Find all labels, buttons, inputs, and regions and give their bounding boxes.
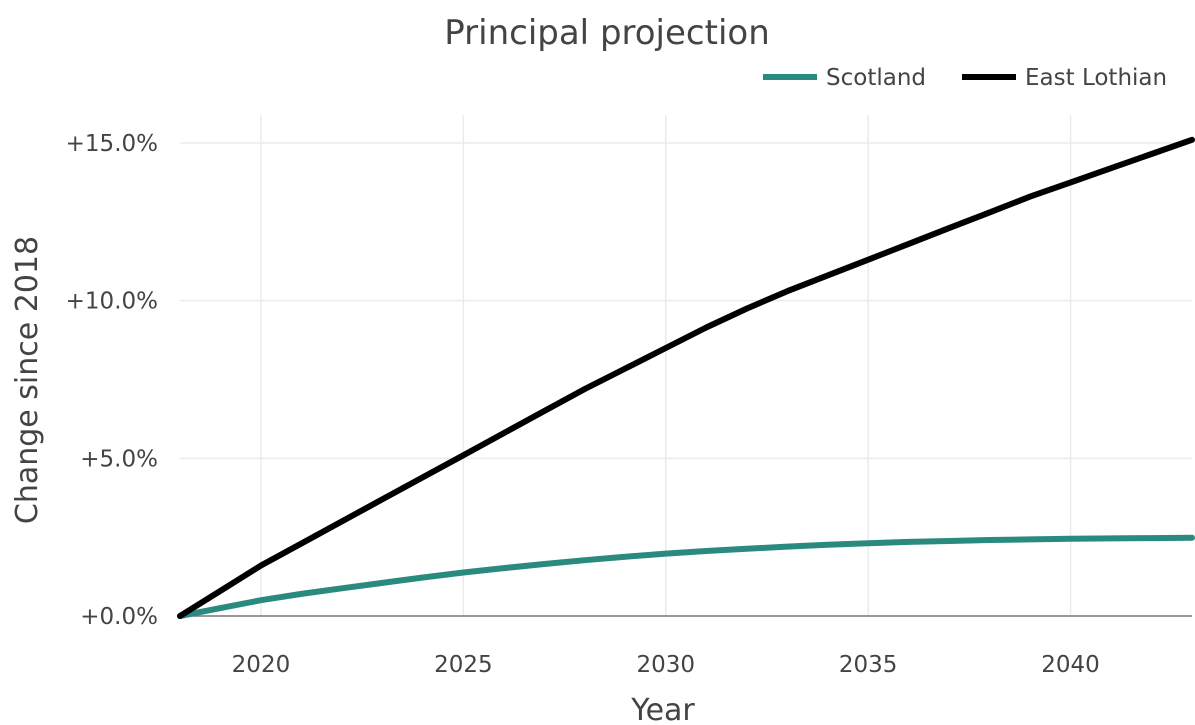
legend-label: Scotland (826, 65, 926, 91)
x-tick-label: 2040 (1041, 652, 1100, 678)
y-tick-label: +5.0% (80, 446, 158, 472)
x-tick-label: 2035 (839, 652, 898, 678)
series-line-east-lothian (177, 136, 1195, 619)
x-tick-label: 2025 (434, 652, 493, 678)
x-tick-label: 2020 (232, 652, 291, 678)
legend: Scotland East Lothian (763, 65, 1167, 91)
x-tick-label: 2030 (636, 652, 695, 678)
series-line-scotland (177, 534, 1195, 619)
y-axis-title: Change since 2018 (10, 236, 45, 524)
legend-item-scotland: Scotland (763, 65, 926, 91)
y-tick-label: +0.0% (80, 604, 158, 630)
series-layer (177, 136, 1195, 619)
y-tick-label: +10.0% (66, 289, 158, 315)
legend-label: East Lothian (1025, 65, 1167, 91)
chart-title: Principal projection (444, 13, 770, 53)
legend-item-east-lothian: East Lothian (962, 65, 1167, 91)
tick-layer: 2020 2025 2030 2035 2040 +0.0% +5.0% +10.0% +15.… (66, 131, 1100, 678)
grid-layer (180, 115, 1192, 617)
x-axis-title: Year (630, 693, 695, 725)
y-tick-label: +15.0% (66, 131, 158, 157)
